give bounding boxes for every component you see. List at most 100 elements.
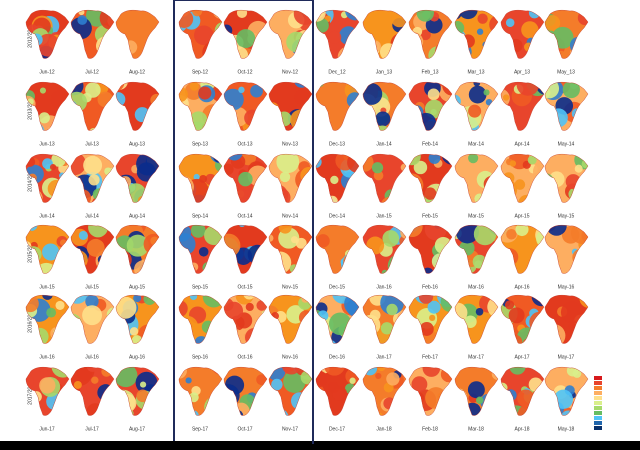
map-region bbox=[143, 121, 159, 131]
map-region bbox=[545, 15, 561, 31]
map-outline bbox=[500, 81, 545, 131]
bottom-bar bbox=[0, 441, 640, 450]
map-region bbox=[507, 334, 523, 344]
map-region bbox=[393, 45, 406, 59]
map-region bbox=[341, 253, 359, 274]
map-label: Feb-15 bbox=[422, 213, 438, 219]
map-region bbox=[144, 106, 159, 126]
map-region bbox=[578, 114, 588, 131]
map-region bbox=[105, 331, 114, 344]
map-outline bbox=[178, 224, 223, 274]
map-outline bbox=[223, 224, 268, 274]
map-label: Oct-13 bbox=[237, 141, 252, 147]
map-outline bbox=[362, 294, 407, 344]
map-region bbox=[323, 367, 346, 376]
map bbox=[269, 295, 312, 344]
map-region bbox=[269, 367, 286, 381]
map-region bbox=[276, 154, 300, 174]
map-region bbox=[488, 334, 495, 341]
map-region bbox=[409, 47, 419, 59]
map-region bbox=[97, 255, 107, 265]
map-label: Nov-17 bbox=[282, 426, 298, 432]
map bbox=[409, 82, 452, 131]
map-region bbox=[301, 114, 312, 130]
map bbox=[545, 225, 588, 274]
map-region bbox=[269, 117, 277, 131]
legend-swatch bbox=[594, 386, 602, 390]
map-region bbox=[129, 327, 139, 336]
map-region bbox=[316, 370, 328, 388]
map bbox=[116, 295, 159, 344]
map bbox=[116, 154, 159, 203]
map-label: Sep-16 bbox=[192, 354, 208, 360]
map-region bbox=[545, 331, 554, 343]
map bbox=[455, 367, 498, 416]
map-region bbox=[82, 305, 102, 326]
map-label: Feb_13 bbox=[422, 69, 439, 75]
map-region bbox=[352, 108, 359, 123]
map-region bbox=[185, 377, 192, 384]
map-region bbox=[501, 49, 506, 58]
map-label: Mar-14 bbox=[468, 141, 484, 147]
map-region bbox=[565, 174, 581, 190]
map-outline bbox=[500, 9, 545, 59]
map-region bbox=[143, 52, 150, 59]
map-outline bbox=[544, 81, 589, 131]
legend-swatch bbox=[594, 381, 602, 385]
map-outline bbox=[268, 224, 313, 274]
map-region bbox=[553, 389, 574, 409]
map-region bbox=[137, 324, 159, 344]
map bbox=[116, 225, 159, 274]
map-region bbox=[278, 225, 292, 234]
map-region bbox=[232, 341, 239, 344]
map-region bbox=[483, 379, 491, 387]
map-region bbox=[116, 92, 126, 107]
map-label: May_13 bbox=[557, 69, 575, 75]
map bbox=[316, 295, 359, 344]
map-region bbox=[503, 185, 512, 194]
map-region bbox=[71, 48, 79, 59]
map bbox=[316, 367, 359, 416]
map-outline bbox=[544, 366, 589, 416]
map-region bbox=[194, 25, 214, 46]
map-region bbox=[137, 196, 147, 203]
map-region bbox=[316, 321, 330, 344]
map-outline bbox=[178, 153, 223, 203]
map-region bbox=[281, 367, 301, 375]
map-region bbox=[571, 259, 588, 274]
map-region bbox=[245, 327, 265, 344]
map-label: Aug-14 bbox=[129, 213, 145, 219]
map bbox=[179, 367, 222, 416]
map-region bbox=[390, 33, 406, 54]
map-region bbox=[410, 105, 424, 119]
map-region bbox=[549, 171, 565, 187]
map bbox=[455, 295, 498, 344]
map-region bbox=[269, 102, 280, 116]
map-label: Jan-16 bbox=[376, 284, 392, 290]
map-label: Apr_13 bbox=[514, 69, 530, 75]
map-label: Dec-14 bbox=[329, 213, 345, 219]
map bbox=[316, 225, 359, 274]
map-label: Apr-18 bbox=[514, 426, 529, 432]
map-region bbox=[344, 249, 354, 259]
map-outline bbox=[315, 366, 360, 416]
map bbox=[71, 225, 114, 274]
map-outline bbox=[115, 366, 160, 416]
map-region bbox=[42, 243, 60, 261]
map-label: Sep-14 bbox=[192, 213, 208, 219]
map-region bbox=[295, 51, 305, 59]
map-label: Jan-15 bbox=[376, 213, 392, 219]
map-region bbox=[179, 176, 194, 198]
map-region bbox=[269, 187, 280, 203]
map bbox=[501, 154, 544, 203]
map-region bbox=[516, 82, 540, 96]
map-region bbox=[63, 47, 69, 56]
map-label: Oct-15 bbox=[237, 284, 252, 290]
map-outline bbox=[25, 366, 70, 416]
map-outline bbox=[362, 366, 407, 416]
map-region bbox=[119, 38, 129, 48]
map-region bbox=[188, 392, 199, 403]
map-region bbox=[298, 310, 312, 325]
map-region bbox=[190, 225, 206, 238]
map-region bbox=[224, 384, 240, 407]
